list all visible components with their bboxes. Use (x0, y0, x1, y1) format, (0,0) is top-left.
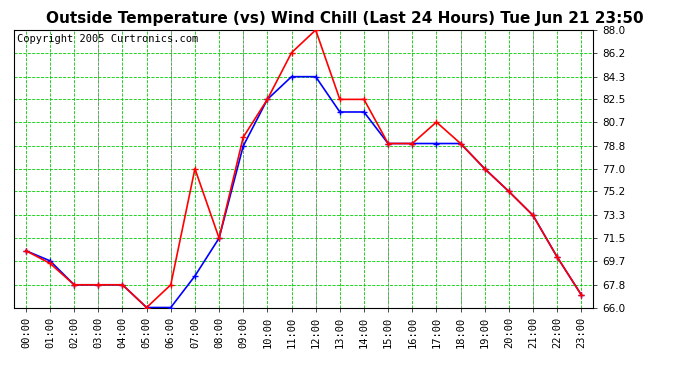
Text: Outside Temperature (vs) Wind Chill (Last 24 Hours) Tue Jun 21 23:50: Outside Temperature (vs) Wind Chill (Las… (46, 11, 644, 26)
Text: Copyright 2005 Curtronics.com: Copyright 2005 Curtronics.com (17, 34, 198, 44)
